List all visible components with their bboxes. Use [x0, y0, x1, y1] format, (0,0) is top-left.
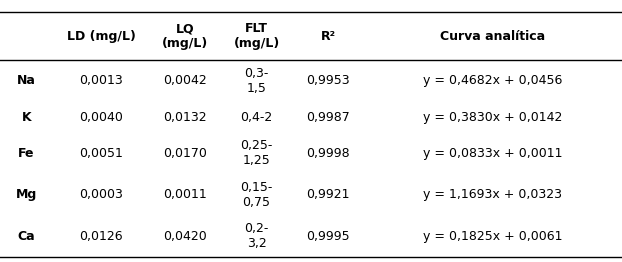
Text: y = 0,4682x + 0,0456: y = 0,4682x + 0,0456 — [423, 74, 563, 88]
Text: Na: Na — [17, 74, 36, 88]
Text: y = 0,3830x + 0,0142: y = 0,3830x + 0,0142 — [423, 111, 563, 124]
Text: 0,0051: 0,0051 — [79, 147, 123, 160]
Text: y = 0,0833x + 0,0011: y = 0,0833x + 0,0011 — [423, 147, 563, 160]
Text: 0,0013: 0,0013 — [79, 74, 123, 88]
Text: 0,0040: 0,0040 — [79, 111, 123, 124]
Text: 0,0042: 0,0042 — [163, 74, 207, 88]
Text: 0,0003: 0,0003 — [79, 188, 123, 201]
Text: 0,9995: 0,9995 — [306, 230, 350, 243]
Text: Mg: Mg — [16, 188, 37, 201]
Text: K: K — [22, 111, 31, 124]
Text: Ca: Ca — [17, 230, 35, 243]
Text: 0,9998: 0,9998 — [306, 147, 350, 160]
Text: y = 0,1825x + 0,0061: y = 0,1825x + 0,0061 — [423, 230, 563, 243]
Text: 0,9953: 0,9953 — [306, 74, 350, 88]
Text: 0,0420: 0,0420 — [163, 230, 207, 243]
Text: Curva analítica: Curva analítica — [440, 30, 545, 42]
Text: 0,0011: 0,0011 — [163, 188, 207, 201]
Text: LD (mg/L): LD (mg/L) — [67, 30, 136, 42]
Text: 0,15-
0,75: 0,15- 0,75 — [240, 181, 273, 209]
Text: LQ
(mg/L): LQ (mg/L) — [162, 22, 208, 50]
Text: R²: R² — [320, 30, 336, 42]
Text: 0,4-2: 0,4-2 — [241, 111, 272, 124]
Text: 0,0126: 0,0126 — [79, 230, 123, 243]
Text: 0,0132: 0,0132 — [163, 111, 207, 124]
Text: 0,3-
1,5: 0,3- 1,5 — [244, 67, 269, 95]
Text: 0,25-
1,25: 0,25- 1,25 — [240, 139, 273, 167]
Text: 0,0170: 0,0170 — [163, 147, 207, 160]
Text: y = 1,1693x + 0,0323: y = 1,1693x + 0,0323 — [424, 188, 562, 201]
Text: 0,9921: 0,9921 — [307, 188, 350, 201]
Text: 0,9987: 0,9987 — [306, 111, 350, 124]
Text: FLT
(mg/L): FLT (mg/L) — [233, 22, 280, 50]
Text: 0,2-
3,2: 0,2- 3,2 — [244, 222, 269, 250]
Text: Fe: Fe — [18, 147, 35, 160]
